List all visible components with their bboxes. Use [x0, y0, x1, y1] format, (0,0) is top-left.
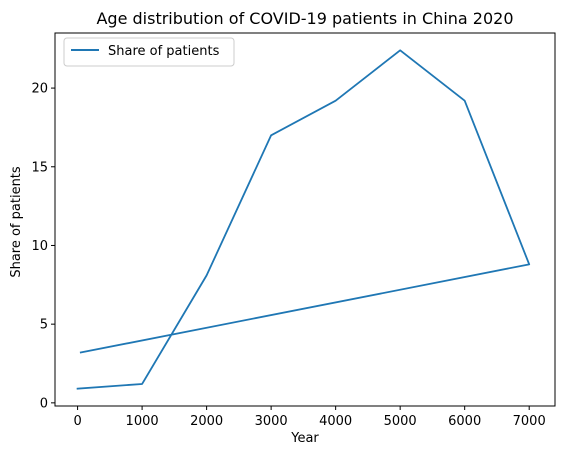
legend-label: Share of patients	[108, 44, 220, 59]
legend: Share of patients	[63, 37, 235, 67]
x-tick-label: 2000	[190, 414, 223, 429]
x-axis-label: Year	[290, 431, 319, 446]
plot-frame	[54, 32, 556, 407]
x-tick-label: 0	[73, 414, 81, 429]
x-tick-label: 6000	[448, 414, 481, 429]
legend-box	[63, 37, 235, 67]
y-axis-ticks: 0 5 10 15 20	[31, 82, 55, 411]
x-tick-label: 7000	[513, 414, 546, 429]
x-tick-label: 4000	[319, 414, 352, 429]
y-axis-label: Share of patients	[9, 166, 24, 278]
x-tick-label: 3000	[255, 414, 288, 429]
x-axis-ticks: 0 1000 2000 3000 4000 5000 6000 7000	[73, 406, 546, 429]
series-line	[76, 49, 531, 390]
chart-title: Age distribution of COVID-19 patients in…	[96, 9, 513, 28]
y-tick-label: 0	[40, 396, 48, 411]
y-tick-label: 5	[40, 318, 48, 333]
series-layer	[76, 49, 531, 390]
x-tick-label: 1000	[126, 414, 159, 429]
y-tick-label: 10	[31, 239, 48, 254]
x-tick-label: 5000	[384, 414, 417, 429]
y-tick-label: 15	[31, 160, 48, 175]
y-tick-label: 20	[31, 82, 48, 97]
